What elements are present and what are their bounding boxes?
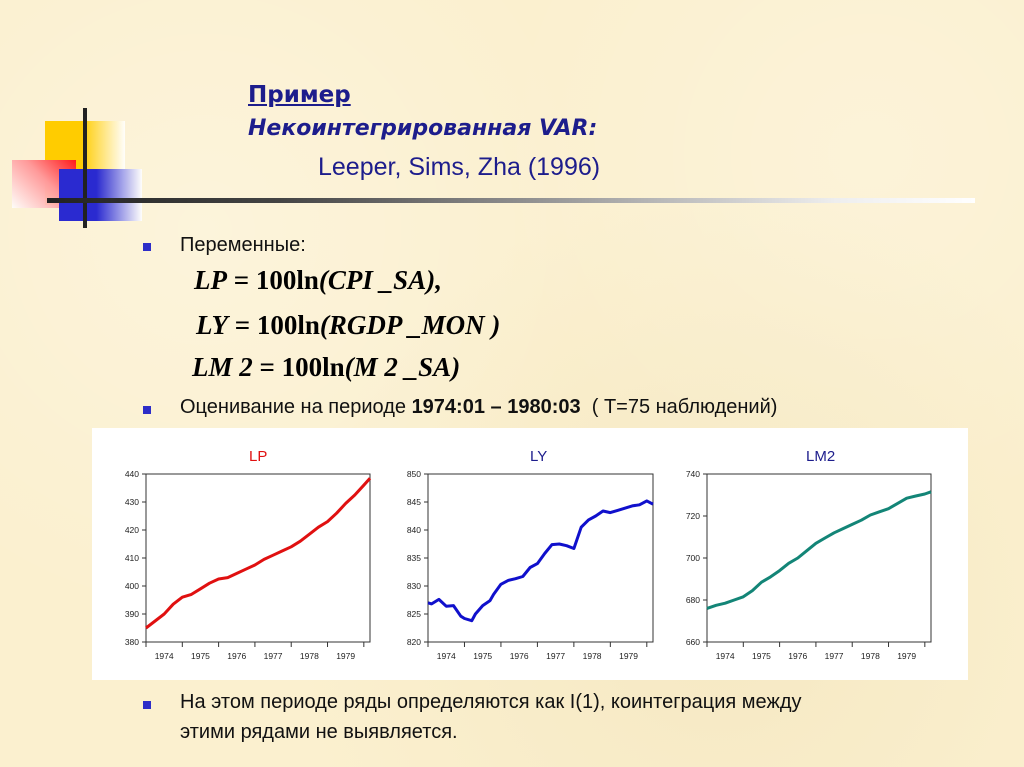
y-tick-label: 840 [407,525,421,535]
y-tick-label: 680 [686,595,700,605]
slide-title: Пример [248,82,351,108]
formula-ly: LY = 100ln(RGDP _MON ) [196,310,501,340]
x-tick-label: 1977 [264,651,283,661]
x-tick-label: 1978 [300,651,319,661]
bullet-variables: Переменные: [180,234,306,256]
chart-title-ly: LY [530,448,548,465]
x-tick-label: 1976 [510,651,529,661]
x-tick-label: 1976 [788,651,807,661]
x-tick-label: 1974 [155,651,174,661]
x-tick-label: 1977 [546,651,565,661]
x-tick-label: 1978 [861,651,880,661]
plot-frame [145,473,371,643]
y-tick-label: 440 [125,469,139,479]
y-tick-label: 835 [407,553,421,563]
x-tick-label: 1974 [716,651,735,661]
x-tick-label: 1976 [227,651,246,661]
series-line [145,477,372,630]
chart-title-lm2: LM2 [806,448,836,465]
formula-lm2: LM 2 = 100ln(M 2 _SA) [192,352,461,382]
y-tick-label: 825 [407,609,421,619]
x-tick-label: 1974 [437,651,456,661]
series-line [706,490,932,610]
y-tick-label: 400 [125,581,139,591]
x-tick-label: 1975 [473,651,492,661]
reference: Leeper, Sims, Zha (1996) [318,153,601,181]
y-tick-label: 410 [125,553,139,563]
y-tick-label: 700 [686,553,700,563]
chart-ly: LY 820 825 830 835 840 845 850 1974 1975 1976 1977… [380,428,670,680]
bullet-icon [143,406,151,414]
x-tick-label: 1977 [825,651,844,661]
vertical-line [83,108,87,228]
slide-subtitle: Некоинтегрированная VAR: [248,116,598,141]
charts-panel: LP 380 390 400 410 420 430 440 1974 1975 1976 1977… [92,428,968,680]
y-tick-label: 720 [686,511,700,521]
y-tick-label: 850 [407,469,421,479]
chart-lm2: LM2 660 680 700 720 740 1974 1975 1976 1977 1978 1… [660,428,950,680]
bullet-estimation-period: Оценивание на периоде 1974:01 – 1980:03 … [180,396,778,418]
y-tick-label: 380 [125,637,139,647]
y-tick-label: 430 [125,497,139,507]
y-tick-label: 820 [407,637,421,647]
x-tick-label: 1975 [752,651,771,661]
y-tick-label: 830 [407,581,421,591]
x-tick-label: 1978 [583,651,602,661]
y-tick-label: 660 [686,637,700,647]
plot-frame [706,473,932,643]
x-tick-label: 1975 [191,651,210,661]
bullet-conclusion-line2: этими рядами не выявляется. [180,721,458,743]
y-tick-label: 740 [686,469,700,479]
chart-title-lp: LP [249,448,268,465]
bullet-icon [143,243,151,251]
y-tick-label: 390 [125,609,139,619]
series-line [427,499,654,623]
bullet-conclusion-line1: На этом периоде ряды определяются как I(… [180,691,802,713]
x-tick-label: 1979 [336,651,355,661]
bullet-icon [143,701,151,709]
decorative-squares-logo [0,0,160,230]
chart-lm2-plot: 660 680 700 720 740 1974 1975 1976 1977 1978 1979 [686,469,932,661]
blue-square [59,169,142,221]
chart-lp-plot: 380 390 400 410 420 430 440 1974 1975 1976 1977 197… [125,469,372,661]
y-tick-label: 845 [407,497,421,507]
chart-ly-plot: 820 825 830 835 840 845 850 1974 1975 1976 1977 197… [407,469,654,661]
x-tick-label: 1979 [619,651,638,661]
y-tick-label: 420 [125,525,139,535]
title-divider [47,198,975,203]
formula-lp: LP = 100ln(CPI _SA), [194,265,442,295]
x-tick-label: 1979 [897,651,916,661]
chart-lp: LP 380 390 400 410 420 430 440 1974 1975 1976 1977… [92,428,382,680]
